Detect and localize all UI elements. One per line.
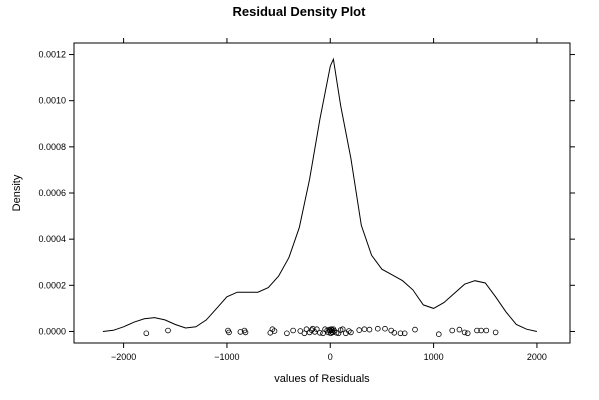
- rug-point: [356, 327, 363, 333]
- rug-point: [483, 327, 490, 334]
- rug-point: [290, 327, 296, 334]
- rug-point: [492, 329, 499, 336]
- x-tick-label: −1000: [214, 352, 239, 362]
- rug-point: [313, 326, 320, 333]
- rug-point: [303, 326, 310, 333]
- rug-point: [464, 330, 471, 337]
- rug-point: [391, 329, 398, 336]
- rug-point: [374, 325, 381, 332]
- plot-frame: [73, 42, 571, 344]
- rug-point: [297, 328, 304, 334]
- rug-point: [329, 329, 336, 336]
- rug-point: [308, 327, 315, 333]
- rug-point: [435, 331, 442, 338]
- rug-point: [328, 326, 335, 333]
- y-tick-label: 0.0004: [38, 234, 66, 244]
- density-line: [102, 57, 538, 332]
- rug-point: [412, 326, 418, 333]
- rug-point: [165, 327, 171, 334]
- rug-point: [284, 330, 290, 337]
- x-tick-label: 2000: [527, 352, 547, 362]
- rug-point: [366, 326, 373, 333]
- rug-point: [382, 325, 388, 332]
- rug-points: [143, 325, 499, 338]
- rug-point: [348, 329, 354, 336]
- y-tick-label: 0.0002: [38, 280, 66, 290]
- x-tick-label: −2000: [111, 352, 136, 362]
- rug-point: [143, 330, 150, 337]
- rug-point: [361, 326, 368, 333]
- y-tick-label: 0.0006: [38, 188, 66, 198]
- rug-point: [456, 326, 463, 333]
- rug-point: [242, 329, 249, 336]
- x-axis-label: values of Residuals: [274, 373, 370, 385]
- rug-point: [474, 327, 480, 334]
- rug-point: [401, 330, 408, 337]
- y-tick-label: 0.0008: [38, 142, 66, 152]
- rug-point: [271, 328, 278, 334]
- rug-point: [397, 330, 404, 337]
- y-axis-label: Density: [11, 174, 23, 211]
- x-tick-label: 0: [328, 352, 333, 362]
- rug-point: [461, 329, 468, 336]
- y-axis: 0.0000 0.0002 0.0004 0.0006 0.0008 0.0010 0.00…: [38, 50, 575, 336]
- chart-title: Residual Density Plot: [233, 4, 367, 19]
- rug-point: [317, 329, 323, 336]
- rug-point: [449, 327, 456, 334]
- y-tick-label: 0.0000: [38, 326, 66, 336]
- x-tick-label: 1000: [424, 352, 444, 362]
- rug-point: [339, 326, 346, 333]
- y-tick-label: 0.0010: [38, 96, 66, 106]
- rug-point: [226, 329, 232, 336]
- x-axis: −2000 −1000 0 1000 2000: [111, 38, 547, 362]
- y-tick-label: 0.0012: [38, 50, 66, 60]
